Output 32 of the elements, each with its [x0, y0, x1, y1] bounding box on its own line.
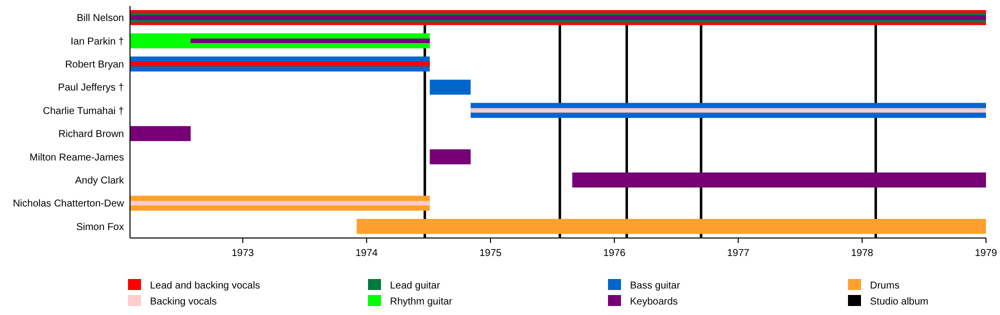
y-tick-label: Paul Jefferys † [58, 82, 124, 94]
bar [430, 149, 471, 164]
x-tick-label: 1976 [603, 248, 626, 259]
legend-label: Lead guitar [390, 280, 441, 292]
legend-label: Lead and backing vocals [150, 280, 260, 292]
bar [430, 80, 471, 95]
y-tick-label: Milton Reame-James [30, 152, 124, 164]
y-tick-label: Bill Nelson [76, 13, 124, 24]
bar [572, 172, 986, 188]
x-tick-label: 1974 [355, 248, 378, 259]
y-tick-label: Nicholas Chatterton-Dew [12, 198, 125, 210]
x-tick-label: 1978 [850, 248, 874, 259]
legend-label: Drums [870, 280, 900, 292]
legend-label: Backing vocals [150, 296, 217, 308]
legend-label: Bass guitar [630, 280, 681, 292]
y-tick-label: Robert Bryan [65, 60, 124, 70]
y-tick-label: Charlie Tumahai † [42, 106, 124, 117]
legend-label: Studio album [870, 296, 928, 308]
legend-label: Rhythm guitar [390, 296, 453, 308]
bar [356, 218, 986, 234]
y-tick-label: Simon Fox [76, 222, 124, 233]
x-tick-label: 1975 [479, 248, 502, 259]
y-tick-label: Ian Parkin † [70, 36, 124, 48]
x-tick-label: 1977 [727, 248, 750, 259]
x-tick-label: 1973 [232, 248, 254, 259]
y-tick-label: Andy Clark [75, 176, 125, 186]
bar [470, 108, 986, 113]
bar [130, 200, 430, 206]
y-tick-label: Richard Brown [58, 129, 124, 140]
legend-label: Keyboards [630, 296, 678, 308]
bar [130, 126, 191, 142]
x-tick-label: 1979 [974, 248, 998, 259]
